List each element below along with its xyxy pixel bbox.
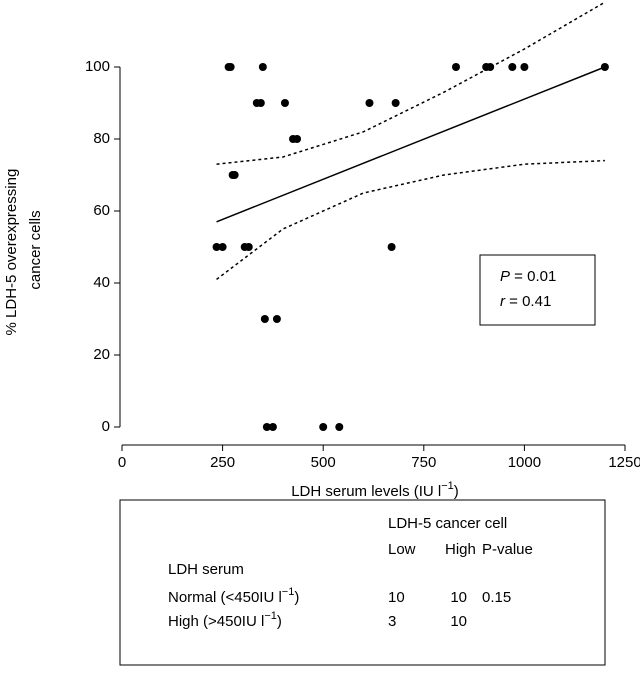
data-point (280, 99, 289, 107)
data-point (600, 63, 609, 71)
stats-p: P = 0.01 (500, 268, 556, 285)
stats-r: r = 0.41 (500, 293, 551, 310)
data-point (212, 243, 221, 251)
data-point (335, 423, 344, 431)
data-point (256, 99, 265, 107)
data-point (260, 315, 269, 323)
table-cell: 3 (388, 613, 396, 630)
data-point (451, 63, 460, 71)
data-point (262, 423, 271, 431)
stat-text: = 0.41 (505, 293, 551, 310)
row-label-text: Normal (<450IU l (168, 589, 282, 606)
x-tick-label: 750 (411, 454, 436, 471)
data-point (226, 63, 235, 71)
row-header: LDH serum (168, 561, 244, 578)
stat-symbol: P (500, 268, 510, 285)
y-tick-label: 0 (102, 418, 110, 435)
x-label-sup: −1 (441, 480, 454, 492)
y-tick-label: 60 (93, 202, 110, 219)
row-label-after: ) (294, 589, 299, 606)
data-point (486, 63, 495, 71)
regression-line (216, 66, 606, 223)
data-point (508, 63, 517, 71)
x-tick-label: 250 (210, 454, 235, 471)
column-header: Low (388, 541, 416, 558)
row-label-sup: −1 (282, 586, 295, 598)
y-tick-label: 80 (93, 130, 110, 147)
table-cell: 10 (450, 589, 467, 606)
data-point (230, 171, 239, 179)
data-point (272, 315, 281, 323)
x-label-text: LDH serum levels (IU l (291, 483, 441, 500)
data-point (268, 423, 277, 431)
column-header: High (445, 541, 476, 558)
data-point (387, 243, 396, 251)
x-tick-label: 1000 (508, 454, 541, 471)
stat-text: = 0.01 (510, 268, 556, 285)
row-label: High (>450IU l−1) (168, 610, 282, 630)
x-tick-label: 1250 (608, 454, 640, 471)
group-header: LDH-5 cancer cell (388, 515, 507, 532)
x-tick-label: 0 (118, 454, 126, 471)
data-point (520, 63, 529, 71)
y-label-line: % LDH-5 overexpressing (3, 169, 20, 336)
data-point (319, 423, 328, 431)
data-point (258, 63, 267, 71)
row-label-after: ) (277, 613, 282, 630)
row-label-sup: −1 (264, 610, 277, 622)
y-tick-label: 40 (93, 274, 110, 291)
data-point (244, 243, 253, 251)
row-label: Normal (<450IU l−1) (168, 586, 299, 606)
table-cell: 10 (450, 613, 467, 630)
y-label-line: cancer cells (27, 210, 44, 289)
upper-confidence-band (216, 1, 606, 165)
table-cell: 0.15 (482, 589, 511, 606)
stat-symbol: r (500, 293, 506, 310)
y-axis-label: % LDH-5 overexpressing cancer cells (3, 165, 44, 336)
table: LDH-5 cancer cell LDH serum Low High P-val… (119, 499, 606, 666)
row-label-text: High (>450IU l (168, 613, 264, 630)
x-axis-label: LDH serum levels (IU l−1) (291, 480, 459, 500)
column-header: P-value (482, 541, 533, 558)
y-tick-label: 100 (85, 58, 110, 75)
y-tick-label: 20 (93, 346, 110, 363)
data-point (293, 135, 302, 143)
x-label-after: ) (454, 483, 459, 500)
data-point (391, 99, 400, 107)
x-tick-label: 500 (311, 454, 336, 471)
table-cell: 10 (388, 589, 405, 606)
data-point (218, 243, 227, 251)
table-border (119, 499, 606, 666)
lower-confidence-band (216, 159, 605, 280)
data-point (365, 99, 374, 107)
stats-box (479, 254, 596, 326)
